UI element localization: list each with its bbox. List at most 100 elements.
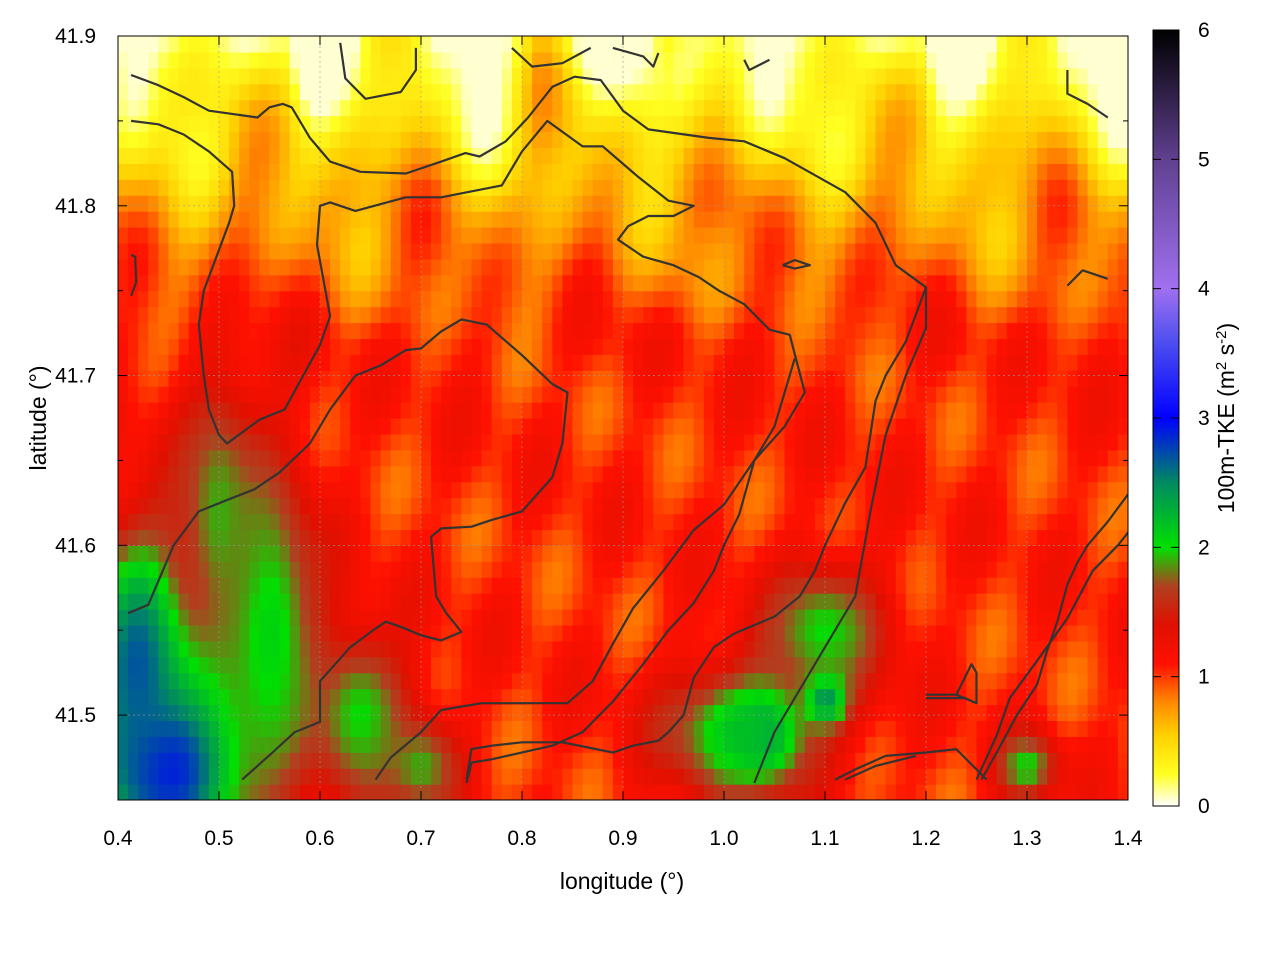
heat-cell [481, 784, 493, 800]
heat-cell [390, 258, 402, 276]
heat-cell [845, 290, 856, 308]
heat-cell [612, 306, 624, 324]
heat-cell [471, 433, 483, 451]
heat-cell [936, 752, 947, 769]
heat-cell [491, 577, 503, 594]
heat-cell [400, 242, 412, 260]
heat-cell [713, 418, 725, 435]
heat-cell [612, 656, 624, 674]
heat-cell [552, 36, 563, 53]
heat-cell [1087, 354, 1099, 371]
heat-cell [178, 131, 190, 149]
heat-cell [400, 36, 412, 53]
heat-cell [754, 402, 765, 419]
heat-cell [825, 752, 836, 769]
heat-cell [562, 704, 574, 722]
heat-cell [572, 768, 584, 785]
heat-cell [845, 211, 856, 228]
heat-cell [926, 672, 937, 690]
heat-cell [623, 577, 634, 594]
heat-cell [653, 306, 664, 324]
heat-cell [289, 481, 301, 499]
heat-cell [188, 656, 200, 674]
heat-cell [511, 481, 523, 499]
heat-cell [390, 147, 402, 164]
heat-cell [249, 720, 260, 737]
heat-cell [421, 115, 432, 133]
heat-cell [532, 163, 543, 180]
heat-cell [713, 481, 725, 499]
heat-cell [612, 688, 624, 706]
heat-cell [269, 736, 281, 753]
heat-cell [1057, 322, 1068, 340]
heat-cell [1067, 51, 1079, 69]
heat-cell [219, 752, 230, 769]
heat-cell [926, 609, 937, 626]
heat-cell [572, 227, 584, 244]
heat-cell [895, 147, 907, 164]
heat-cell [814, 640, 826, 658]
heat-cell [279, 131, 291, 149]
heat-cell [552, 784, 563, 800]
heat-cell [188, 513, 200, 531]
heat-cell [269, 529, 281, 546]
heat-cell [299, 402, 311, 419]
heat-cell [421, 386, 432, 403]
heat-cell [845, 784, 856, 800]
heat-cell [572, 529, 584, 546]
heat-cell [1087, 322, 1099, 340]
heat-cell [602, 227, 614, 244]
heat-cell [724, 99, 735, 117]
heat-cell [865, 36, 877, 53]
heat-cell [219, 640, 230, 658]
heat-cell [976, 354, 988, 371]
heat-cell [330, 227, 341, 244]
heat-cell [926, 720, 937, 737]
heat-cell [1117, 227, 1128, 244]
heat-cell [825, 370, 836, 387]
heat-cell [895, 418, 907, 435]
heat-cell [239, 497, 250, 515]
heat-cell [380, 624, 392, 642]
heat-cell [299, 163, 311, 180]
heat-cell [905, 147, 917, 164]
heat-cell [259, 609, 271, 626]
heat-cell [825, 99, 836, 117]
heat-cell [279, 274, 291, 292]
heat-cell [1117, 131, 1128, 149]
heat-cell [239, 211, 250, 228]
heat-cell [491, 609, 503, 626]
heat-cell [148, 290, 159, 308]
heat-cell [905, 338, 917, 355]
heat-cell [976, 672, 988, 690]
heat-cell [1057, 211, 1068, 228]
heat-cell [1006, 545, 1018, 562]
heat-cell [552, 672, 563, 690]
heat-cell [148, 529, 159, 546]
heat-cell [875, 386, 887, 403]
heat-cell [309, 609, 321, 626]
heat-cell [1027, 545, 1038, 562]
heat-cell [118, 768, 129, 785]
heat-cell [956, 338, 967, 355]
heat-cell [602, 529, 614, 546]
heat-cell [966, 354, 978, 371]
heat-cell [946, 242, 957, 260]
heat-cell [320, 593, 331, 610]
heat-cell [784, 545, 796, 562]
heat-cell [754, 51, 765, 69]
heat-cell [612, 529, 624, 546]
heat-cell [1057, 402, 1068, 419]
heat-cell [128, 83, 139, 101]
heat-cell [592, 720, 604, 737]
heat-cell [966, 736, 978, 753]
heat-cell [1107, 258, 1119, 276]
heat-cell [421, 163, 432, 180]
heat-cell [219, 624, 230, 642]
heat-cell [673, 672, 685, 690]
heat-cell [1077, 402, 1089, 419]
heat-cell [259, 418, 271, 435]
heat-cell [138, 529, 149, 546]
heat-cell [1057, 481, 1068, 499]
heat-cell [653, 688, 664, 706]
